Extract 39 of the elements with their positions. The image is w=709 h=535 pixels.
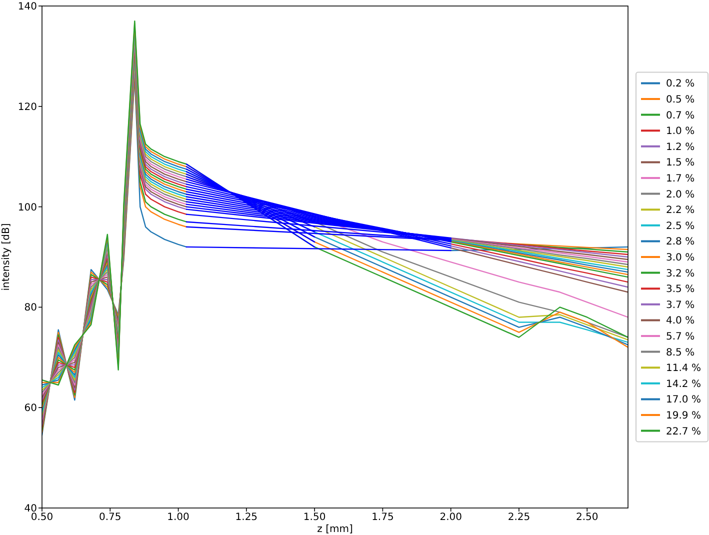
x-tick-label: 1.75 bbox=[372, 512, 394, 524]
legend-label: 2.5 % bbox=[666, 220, 695, 232]
legend-label: 19.9 % bbox=[666, 410, 701, 422]
legend-label: 3.7 % bbox=[666, 300, 695, 311]
y-tick-label: 80 bbox=[24, 302, 37, 314]
legend-label: 4.0 % bbox=[666, 316, 695, 327]
y-axis-title: intensity [dB] bbox=[1, 223, 12, 291]
legend-label: 1.7 % bbox=[666, 174, 695, 184]
legend-label: 1.5 % bbox=[666, 158, 695, 169]
legend-label: 17.0 % bbox=[666, 394, 701, 406]
legend-label: 0.7 % bbox=[666, 110, 695, 122]
legend-label: 14.2 % bbox=[666, 378, 701, 390]
legend-label: 5.7 % bbox=[666, 332, 695, 342]
x-tick-label: 1.25 bbox=[235, 512, 258, 524]
legend-label: 0.5 % bbox=[666, 94, 695, 106]
y-tick-label: 120 bbox=[18, 102, 37, 113]
x-tick-label: 0.75 bbox=[99, 512, 122, 524]
y-tick-label: 60 bbox=[24, 403, 37, 414]
x-axis-title: z [mm] bbox=[317, 524, 353, 535]
legend-label: 22.7 % bbox=[666, 426, 701, 438]
legend-label: 2.2 % bbox=[666, 205, 695, 216]
x-tick-label: 2.25 bbox=[508, 512, 530, 524]
legend-label: 8.5 % bbox=[666, 347, 695, 358]
x-tick-label: 2.00 bbox=[440, 512, 462, 524]
x-tick-label: 2.50 bbox=[576, 512, 598, 524]
legend-label: 0.2 % bbox=[666, 78, 695, 90]
y-tick-label: 140 bbox=[18, 2, 37, 12]
y-tick-label: 100 bbox=[18, 202, 37, 214]
legend-label: 2.8 % bbox=[666, 236, 695, 248]
legend-label: 2.0 % bbox=[666, 189, 695, 200]
legend-label: 3.2 % bbox=[666, 268, 695, 280]
legend-label: 3.5 % bbox=[666, 284, 695, 296]
legend-label: 3.0 % bbox=[666, 252, 695, 264]
legend-label: 11.4 % bbox=[666, 363, 701, 374]
x-tick-label: 0.50 bbox=[30, 512, 54, 524]
x-tick-label: 1.50 bbox=[303, 512, 326, 524]
legend-label: 1.0 % bbox=[666, 126, 695, 138]
legend-label: 1.2 % bbox=[666, 142, 695, 153]
x-tick-label: 1.00 bbox=[167, 512, 190, 524]
